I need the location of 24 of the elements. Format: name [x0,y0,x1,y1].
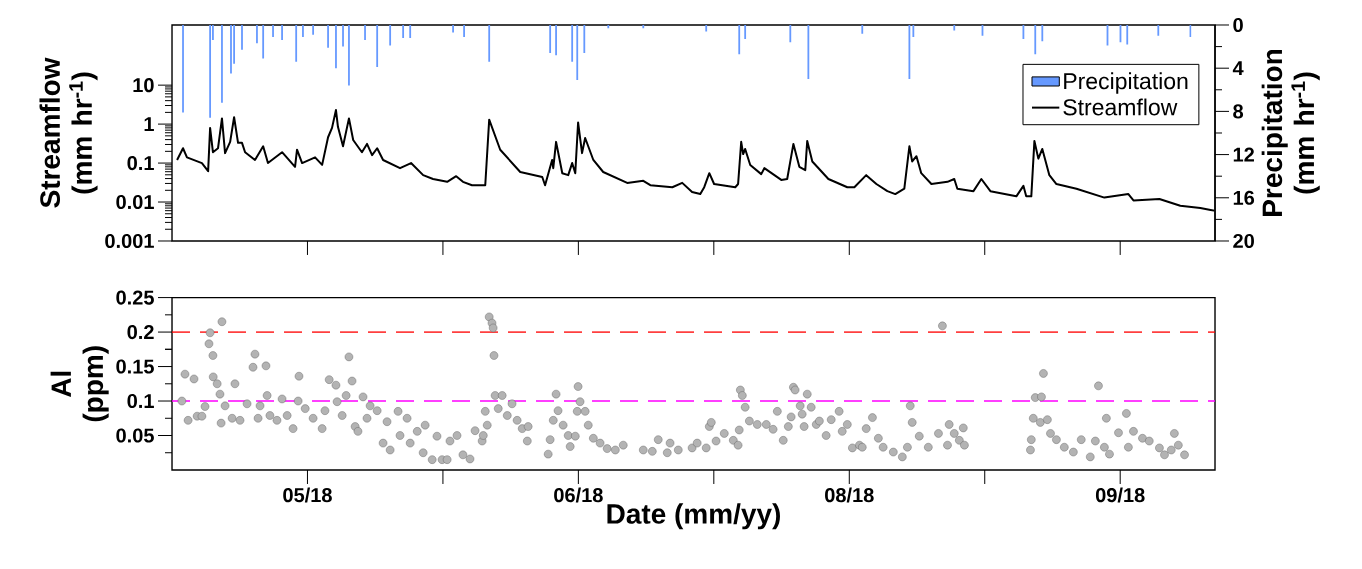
y2-tick-label: 4 [1232,61,1244,76]
y2-tick-label: 12 [1233,147,1254,162]
x-tick-label: 06/18 [554,487,603,503]
y2-tick-label: 0 [1233,17,1243,33]
x-axis-title: Date (mm/yy) [607,503,780,530]
y-tick-label: 0.25 [116,290,154,305]
y-tick-label: 1 [144,117,154,131]
y-tick-label: 0.05 [116,428,154,443]
y-tick-label: 0.1 [127,393,154,409]
y-tick-label: 0.001 [105,233,154,249]
y-tick-label: 0.2 [127,325,154,340]
legend-label: Precipitation [1064,72,1188,94]
y-tick-label: 0.1 [127,155,154,171]
y2-tick-label: 20 [1233,233,1254,249]
y-tick-label: 0.01 [116,194,154,210]
y2-tick-label: 8 [1233,104,1244,119]
y2-tick-label: 16 [1233,190,1255,205]
y-tick-label: 0.15 [116,359,154,374]
x-tick-label: 08/18 [825,487,874,503]
legend-label: Streamflow [1063,98,1178,116]
x-tick-label: 09/18 [1095,487,1145,503]
x-tick-label: 05/18 [283,487,332,503]
y-axis-title: Al (ppm) [50,346,109,422]
y-tick-label: 10 [133,78,154,93]
